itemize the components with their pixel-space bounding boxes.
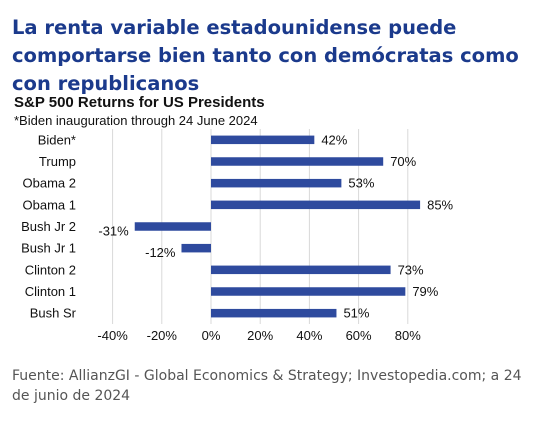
x-tick-label: 40% [296,328,322,343]
category-label: Bush Jr 2 [21,219,76,234]
data-label: 79% [412,284,438,299]
category-label: Trump [39,154,76,169]
category-label: Obama 2 [23,176,76,191]
x-tick-label: 60% [346,328,372,343]
bar [181,243,211,253]
source-footnote: Fuente: AllianzGI - Global Economics & S… [12,368,522,404]
category-label: Biden* [38,132,76,147]
x-tick-label: -40% [97,328,128,343]
bar [211,308,337,318]
bar [211,200,421,210]
data-label: 53% [348,176,374,191]
data-label: 51% [343,306,369,321]
x-tick-label: 0% [202,328,221,343]
data-label: 70% [390,154,416,169]
bar [211,287,406,296]
bar [211,265,391,275]
data-label: 42% [321,132,347,147]
category-label: Bush Sr [30,306,77,321]
value-labels: 42% 70% 53% 85% -31% -12% 73% 79% 51% [98,132,453,320]
x-tick-label: -20% [147,328,178,343]
bar [134,222,211,231]
x-tick-label: 20% [247,328,273,343]
x-tick-label: 80% [395,328,421,343]
data-label: 85% [427,197,453,212]
bar [211,135,315,145]
data-label: -31% [98,224,129,239]
bar [211,178,342,188]
headline: La renta variable estadounidense puede c… [12,16,519,95]
category-labels: Biden* Trump Obama 2 Obama 1 Bush Jr 2 Bush J… [21,132,77,320]
data-label: 73% [398,262,424,277]
bars [134,135,421,318]
category-label: Bush Jr 1 [21,241,76,256]
data-label: -12% [145,245,176,260]
bar [211,157,384,166]
x-axis: -40% -20% 0% 20% 40% 60% 80% [97,328,421,343]
chart-subtitle: *Biden inauguration through 24 June 2024 [14,113,258,128]
chart-title: S&P 500 Returns for US Presidents [14,94,265,111]
category-label: Obama 1 [23,197,76,212]
category-label: Clinton 1 [25,284,76,299]
category-label: Clinton 2 [25,262,76,277]
